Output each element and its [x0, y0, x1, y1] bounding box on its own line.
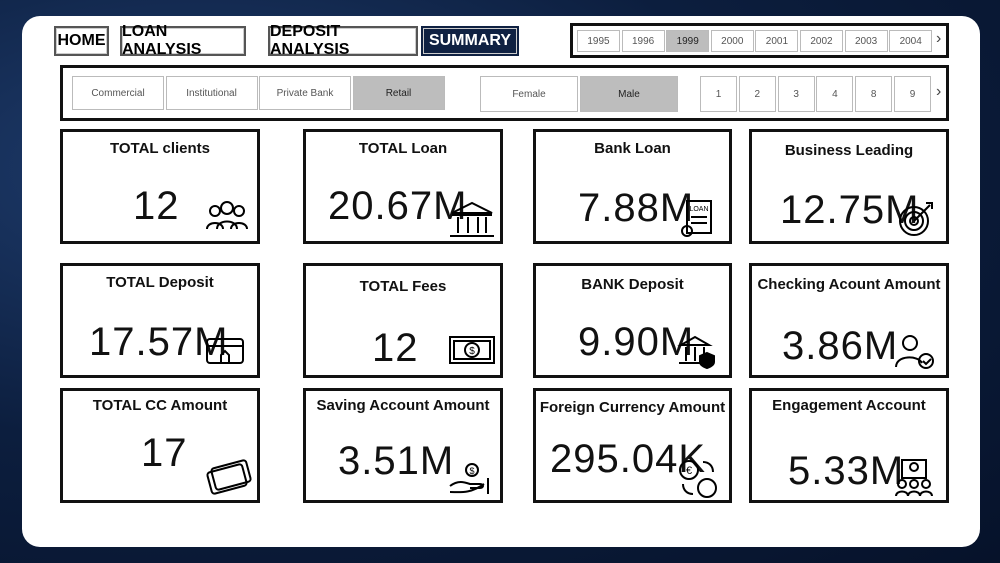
- kpi-card: Foreign Currency Amount 295.04K €: [533, 388, 732, 503]
- kpi-value: 9.90M: [578, 320, 695, 364]
- year-option[interactable]: 2004: [889, 30, 933, 52]
- number-option[interactable]: 2: [738, 76, 776, 112]
- year-option[interactable]: 2003: [844, 30, 888, 52]
- kpi-value: 17: [141, 431, 188, 475]
- number-option[interactable]: 8: [855, 76, 893, 112]
- kpi-card: BANK Deposit 9.90M: [533, 263, 732, 378]
- kpi-icon: LOAN: [681, 200, 712, 237]
- number-option[interactable]: 3: [777, 76, 815, 112]
- kpi-card: TOTAL Fees 12 $: [303, 263, 503, 378]
- kpi-card: TOTAL CC Amount 17: [60, 388, 260, 503]
- kpi-title: TOTAL CC Amount: [92, 397, 228, 414]
- kpi-icon: [899, 202, 933, 236]
- segment-option[interactable]: Retail: [352, 76, 445, 110]
- kpi-icon: [677, 335, 715, 370]
- kpi-title: Engagement Account: [772, 397, 926, 414]
- year-option[interactable]: 2001: [755, 30, 799, 52]
- segment-option[interactable]: Institutional: [165, 76, 258, 110]
- kpi-icon: [895, 335, 934, 369]
- kpi-value: 17.57M: [89, 320, 229, 364]
- kpi-icon: [450, 201, 494, 237]
- kpi-title: TOTAL Fees: [359, 278, 447, 295]
- kpi-title: Foreign Currency Amount: [539, 399, 726, 416]
- kpi-title: Checking Acount Amount: [757, 276, 941, 293]
- kpi-title: Business Leading: [784, 142, 914, 159]
- nav-tab[interactable]: DEPOSIT ANALYSIS: [268, 23, 418, 58]
- gender-option[interactable]: Male: [580, 76, 678, 112]
- kpi-value: 12: [133, 184, 180, 228]
- kpi-card: Saving Account Amount 3.51M $: [303, 388, 503, 503]
- nav-tab[interactable]: LOAN ANALYSIS: [120, 23, 246, 58]
- kpi-value: 12: [372, 326, 419, 370]
- year-option[interactable]: 1996: [621, 30, 665, 52]
- kpi-value: 20.67M: [328, 184, 468, 228]
- kpi-card: TOTAL Loan 20.67M: [303, 129, 503, 244]
- kpi-icon: $: [449, 336, 495, 364]
- kpi-icon: $: [449, 463, 489, 494]
- kpi-card: TOTAL clients 12: [60, 129, 260, 244]
- kpi-icon: €: [679, 460, 717, 498]
- number-option[interactable]: 9: [894, 76, 931, 112]
- kpi-value: 12.75M: [780, 188, 920, 232]
- nav-tab[interactable]: HOME: [54, 26, 109, 56]
- kpi-title: BANK Deposit: [581, 276, 684, 293]
- kpi-card: Engagement Account 5.33M: [749, 388, 949, 503]
- kpi-title: TOTAL Loan: [358, 140, 448, 157]
- svg-text:$: $: [469, 346, 475, 357]
- kpi-icon: [206, 459, 252, 495]
- number-option[interactable]: 4: [816, 76, 854, 112]
- year-option[interactable]: 2002: [800, 30, 843, 52]
- kpi-card: Business Leading 12.75M: [749, 129, 949, 244]
- year-option[interactable]: 1999: [666, 30, 710, 52]
- svg-text:LOAN: LOAN: [689, 206, 708, 213]
- number-option[interactable]: 1: [700, 76, 737, 112]
- filter-bar: [60, 65, 949, 121]
- kpi-card: Checking Acount Amount 3.86M: [749, 263, 949, 378]
- kpi-card: TOTAL Deposit 17.57M: [60, 263, 260, 378]
- gender-option[interactable]: Female: [480, 76, 578, 112]
- kpi-title: TOTAL clients: [109, 140, 211, 157]
- segment-option[interactable]: Private Bank: [259, 76, 351, 110]
- year-next-arrow[interactable]: ›: [936, 30, 942, 47]
- year-slicer: [570, 23, 949, 58]
- svg-text:$: $: [469, 466, 474, 476]
- kpi-icon: [895, 459, 933, 497]
- kpi-card: Bank Loan 7.88M LOAN: [533, 129, 732, 244]
- year-option[interactable]: 2000: [710, 30, 754, 52]
- kpi-value: 5.33M: [788, 449, 905, 493]
- year-option[interactable]: 1995: [577, 30, 620, 52]
- kpi-value: 7.88M: [578, 186, 695, 230]
- kpi-value: 3.51M: [338, 439, 455, 483]
- kpi-icon: [206, 338, 244, 364]
- kpi-title: Saving Account Amount: [316, 397, 490, 414]
- kpi-value: 295.04K: [550, 437, 707, 481]
- kpi-title: Bank Loan: [594, 140, 671, 157]
- number-next-arrow[interactable]: ›: [936, 83, 942, 100]
- svg-text:€: €: [686, 465, 692, 477]
- nav-tab[interactable]: SUMMARY: [421, 26, 519, 56]
- kpi-icon: [206, 201, 248, 230]
- kpi-title: TOTAL Deposit: [106, 274, 214, 291]
- segment-option[interactable]: Commercial: [72, 76, 164, 110]
- kpi-value: 3.86M: [782, 324, 899, 368]
